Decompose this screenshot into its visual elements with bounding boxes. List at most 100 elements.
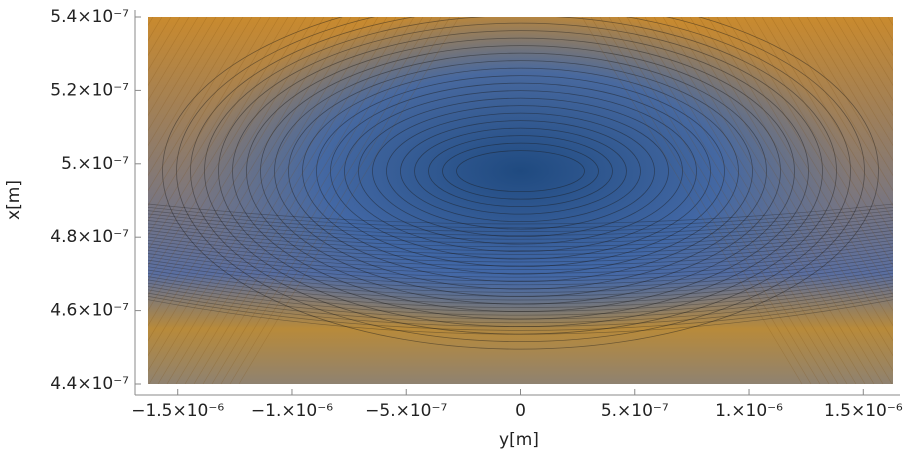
contour-line <box>202 17 424 384</box>
contour-line <box>148 216 893 240</box>
x-tick-label: 5.×10⁻⁷ <box>601 401 669 421</box>
field-well <box>148 17 893 384</box>
y-tick-label: 5.×10⁻⁷ <box>61 154 129 174</box>
contour-line <box>148 263 893 293</box>
contour-line <box>386 112 655 230</box>
contour-line <box>698 17 893 342</box>
contour-line <box>788 17 893 192</box>
contour-line <box>635 17 857 384</box>
x-tick-label: −1.×10⁻⁶ <box>251 401 333 421</box>
x-tick-label: 1.5×10⁻⁶ <box>824 401 903 421</box>
contour-line <box>725 17 893 297</box>
contour-line <box>617 17 839 384</box>
contour-line <box>442 142 599 200</box>
contour-line <box>175 17 397 384</box>
contour-line <box>148 17 217 132</box>
contour-line <box>148 220 893 244</box>
contour-line <box>148 17 235 162</box>
contour-line <box>148 292 893 327</box>
contour-line <box>806 17 893 162</box>
y-tick-label: 4.8×10⁻⁷ <box>50 227 129 247</box>
contour-line <box>897 17 909 384</box>
contour-line <box>644 17 866 384</box>
contour-line <box>246 37 795 305</box>
contour-line <box>316 75 725 268</box>
contour-line <box>148 17 352 357</box>
contour-line <box>148 249 893 278</box>
contour-line <box>288 60 753 283</box>
contour-line <box>166 17 388 384</box>
contour-line <box>148 206 893 229</box>
contour-line <box>599 17 821 384</box>
contour-line <box>148 296 893 331</box>
x-tick-label: 1.×10⁻⁶ <box>715 401 783 421</box>
contour-line <box>232 30 809 313</box>
contour-line <box>608 17 830 384</box>
contour-line <box>148 17 370 384</box>
contour-line <box>148 230 893 255</box>
contour-line <box>260 45 781 298</box>
contour-line <box>157 17 379 384</box>
contour-line <box>626 17 848 384</box>
contour-line <box>456 150 585 193</box>
contour-line <box>274 52 767 290</box>
contour-line <box>752 17 893 252</box>
contour-line <box>211 17 433 384</box>
contour-line <box>662 17 884 384</box>
contour-line <box>815 17 893 147</box>
contour-line <box>581 17 803 384</box>
contour-line <box>842 17 893 101</box>
contour-line <box>148 17 172 56</box>
contour-line <box>148 272 893 305</box>
contour-line <box>148 17 343 342</box>
contour-line <box>400 120 641 223</box>
contour-line <box>148 233 893 259</box>
contour-line <box>148 17 334 327</box>
contour-line <box>190 17 851 335</box>
contour-line <box>148 253 893 282</box>
contour-line <box>193 17 415 384</box>
contour-line <box>148 17 262 207</box>
contour-line <box>358 97 683 245</box>
contour-line <box>779 17 893 207</box>
contour-line <box>148 17 244 177</box>
contour-line <box>148 17 289 252</box>
contour-line <box>148 17 190 86</box>
contour-line <box>148 276 893 308</box>
contour-line <box>833 17 893 117</box>
contour-line <box>176 17 865 342</box>
contour-line <box>680 17 893 372</box>
contour-line <box>148 289 893 324</box>
contour-line <box>162 17 879 350</box>
contour-line <box>148 236 893 263</box>
contour-line <box>148 239 893 267</box>
contour-line <box>184 17 406 384</box>
y-tick-label: 4.4×10⁻⁷ <box>50 374 129 394</box>
contour-field <box>148 17 909 384</box>
contour-line <box>761 17 893 237</box>
contour-line <box>372 105 669 238</box>
contour-line <box>770 17 893 222</box>
contour-line <box>148 17 199 101</box>
y-axis-label: x[m] <box>4 180 24 220</box>
contour-line <box>743 17 893 267</box>
contour-line <box>220 17 442 384</box>
contour-line <box>148 226 893 251</box>
contour-line <box>671 17 893 384</box>
x-tick-label: −1.5×10⁻⁶ <box>131 401 224 421</box>
contour-line <box>716 17 893 312</box>
contour-line <box>229 17 451 384</box>
y-tick-label: 5.4×10⁻⁷ <box>50 7 129 27</box>
contour-line <box>797 17 893 177</box>
contour-line <box>148 203 893 225</box>
x-tick-label: 0 <box>515 401 526 421</box>
contour-line <box>414 127 627 215</box>
contour-line <box>218 22 823 320</box>
contour-line <box>148 210 893 232</box>
contour-line <box>707 17 893 327</box>
contour-line <box>590 17 812 384</box>
contour-line <box>148 223 893 248</box>
contour-line <box>148 282 893 316</box>
contour-line <box>428 135 613 208</box>
